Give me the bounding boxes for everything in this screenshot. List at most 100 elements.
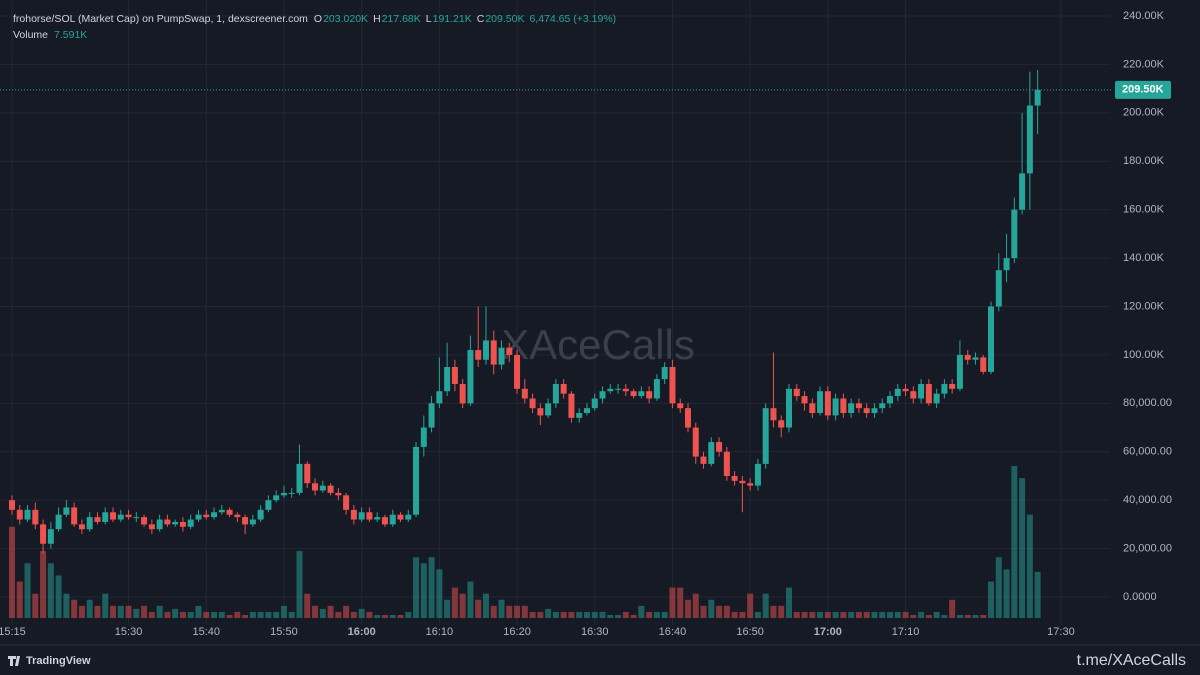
chart-title: frohorse/SOL (Market Cap) on PumpSwap, 1… [13,13,308,25]
candle-body [902,388,909,392]
candle-body [304,463,311,484]
volume-bar [894,611,901,618]
ohlc-value: 209.50K [485,13,524,25]
candle-body [568,393,575,418]
candle-body [529,398,536,409]
volume-bar [257,611,264,618]
volume-bar [78,605,85,618]
volume-bar [949,599,956,618]
volume-bar [576,611,583,618]
volume-bar [374,614,381,618]
candle-body [374,517,381,520]
volume-bar [218,611,225,618]
volume-bar [133,608,140,618]
x-tick-label: 16:00 [348,626,376,638]
candle-body [350,509,357,520]
volume-bar [817,611,824,618]
volume-bar [141,605,148,618]
candle-body [506,347,513,355]
volume-bar [117,605,124,618]
volume-bar [638,605,645,618]
x-tick-label: 15:15 [0,626,26,638]
volume-bar [280,605,287,618]
y-tick-label: 220.00K [1123,58,1165,70]
footer-link[interactable]: t.me/XAceCalls [1077,652,1186,669]
candle-body [335,492,342,496]
candle-body [684,408,691,428]
volume-bar [1019,478,1026,618]
last-price-label: 209.50K [1122,84,1164,96]
candle-body [389,514,396,525]
volume-bar [700,605,707,618]
candle-body [498,347,505,365]
candle-body [47,529,54,544]
candle-body [995,270,1002,307]
candle-body [366,512,373,520]
volume-bar [71,599,78,618]
volume-bar [669,587,676,618]
volume-bar [125,605,132,618]
volume-bar [1011,466,1018,618]
candle-body [413,446,420,515]
x-tick-label: 16:10 [426,626,454,638]
candle-body [817,391,824,414]
candle-body [257,509,264,520]
volume-bar [824,611,831,618]
volume-bar [537,611,544,618]
candle-body [55,514,62,530]
volume-bar [467,581,474,618]
x-tick-label: 15:40 [192,626,220,638]
candle-body [211,512,218,518]
volume-bar [863,611,870,618]
candle-body [467,350,474,404]
volume-bar [226,614,233,618]
volume-bar [381,614,388,618]
volume-bar [941,614,948,618]
candle-body [894,388,901,397]
candle-body [172,521,179,525]
y-tick-label: 0.0000 [1123,591,1157,603]
candle-body [653,379,660,399]
candle-body [63,507,70,515]
y-tick-label: 100.00K [1123,349,1165,361]
volume-bar [925,614,932,618]
candle-body [692,427,699,457]
volume-bar [265,611,272,618]
volume-bar [630,614,637,618]
candle-body [265,500,272,510]
volume-bar [335,611,342,618]
volume-bar [801,611,808,618]
volume-bar [179,611,186,618]
candle-body [848,403,855,414]
volume-bar [995,557,1002,618]
volume-bar [319,608,326,618]
candle-body [78,524,85,530]
volume-bar [692,593,699,618]
candle-body [723,451,730,476]
volume-bar [1026,514,1033,618]
volume-bar [661,611,668,618]
candle-body [832,398,839,416]
volume-bar [273,611,280,618]
candle-body [615,388,622,390]
candle-body [24,509,31,520]
volume-bar [871,611,878,618]
volume-bar [918,611,925,618]
volume-bar [203,611,210,618]
candle-body [840,398,847,414]
candle-body [381,517,388,525]
volume-bar [444,599,451,618]
x-tick-label: 16:50 [736,626,764,638]
candle-body [125,514,132,518]
volume-bar [16,581,23,618]
volume-bar [9,526,15,618]
y-tick-label: 40,000.00 [1123,494,1172,506]
axes: 0.0000 20,000.00 40,000.00 60,000.00 80,000.… [0,10,1172,638]
header: frohorse/SOL (Market Cap) on PumpSwap, 1… [13,13,616,41]
candle-body [669,367,676,404]
x-tick-label: 15:30 [115,626,143,638]
volume-bar [739,611,746,618]
y-tick-label: 20,000.00 [1123,542,1172,554]
candle-body [731,475,738,481]
volume-bar [24,563,31,618]
